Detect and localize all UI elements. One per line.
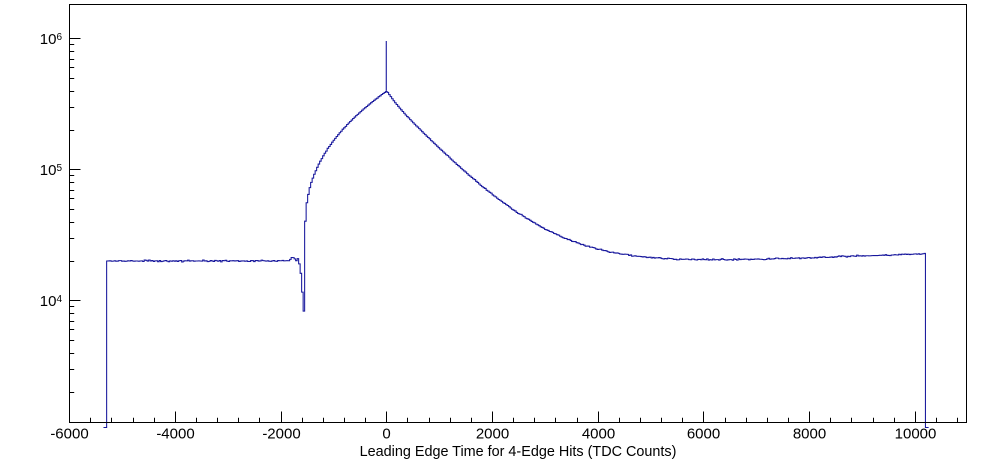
- svg-text:4000: 4000: [582, 426, 615, 443]
- svg-text:-2000: -2000: [262, 426, 300, 443]
- svg-text:2000: 2000: [476, 426, 509, 443]
- svg-text:Leading Edge Time for 4-Edge H: Leading Edge Time for 4-Edge Hits (TDC C…: [360, 444, 677, 460]
- svg-text:6000: 6000: [687, 426, 720, 443]
- svg-text:-6000: -6000: [50, 426, 88, 443]
- svg-text:8000: 8000: [793, 426, 826, 443]
- svg-text:-4000: -4000: [156, 426, 194, 443]
- svg-text:0: 0: [382, 426, 390, 443]
- svg-text:10000: 10000: [895, 426, 937, 443]
